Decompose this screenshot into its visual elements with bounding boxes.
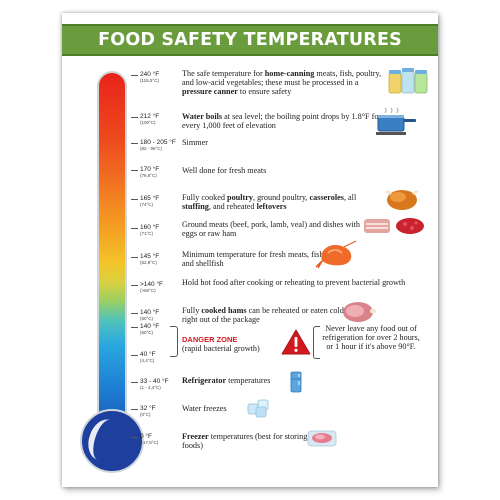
poster-title: FOOD SAFETY TEMPERATURES (98, 30, 402, 50)
description-text: Refrigerator (182, 376, 227, 385)
ham-icon (343, 302, 376, 322)
title-banner: FOOD SAFETY TEMPERATURES (62, 24, 438, 56)
description-text: , and reheated (208, 201, 257, 211)
danger-zone-title: DANGER ZONE (182, 335, 238, 344)
ice-cubes-icon (247, 399, 269, 418)
description-text: Hold hot food after cooking or reheating… (182, 278, 406, 287)
description-text: leftovers (256, 201, 287, 211)
thermometer-bulb (80, 409, 144, 473)
canning-jars-icon (388, 68, 428, 94)
thermometer-tube (97, 71, 127, 443)
ground-meat-icon (364, 218, 424, 234)
row-description: Fully cooked hams can be reheated or eat… (182, 306, 357, 325)
description-text: Simmer (182, 138, 208, 147)
row-description: Hold hot food after cooking or reheating… (182, 278, 407, 288)
description-text: Fully (182, 306, 202, 315)
temp-label: 33 - 40 °F (1 - 4,4°C) (140, 378, 169, 390)
temp-label: 180 - 205 °F (82 - 96°C) (140, 139, 176, 151)
temp-label: 40 °F (4,4°C) (140, 351, 156, 363)
description-text: Minimum temperature for fresh meats, fis… (182, 250, 324, 268)
description-text: can be reheated or eaten cold, right out… (182, 306, 346, 324)
food-safety-poster: FOOD SAFETY TEMPERATURES 240 °F (115,5°C)… (62, 13, 438, 487)
tick-mark (131, 327, 138, 328)
description-text: poultry (227, 193, 253, 202)
temp-label: 140 °F (60°C) (140, 309, 160, 321)
description-text: Ground meats (beef, pork, lamb, veal) an… (182, 220, 361, 238)
shrimp-icon (315, 240, 357, 269)
danger-zone-subtitle: (rapid bacterial growth) (182, 344, 260, 353)
row-description: Water boils at sea level; the boiling po… (182, 112, 382, 131)
row-description: Refrigerator temperatures (182, 376, 382, 386)
tick-mark (131, 355, 138, 356)
description-text: meats, fish, poultry, and low-acid veget… (182, 69, 382, 87)
temp-label: 212 °F (100°C) (140, 113, 160, 125)
temp-label: 240 °F (115,5°C) (140, 71, 160, 83)
description-text: stuffing (182, 201, 209, 211)
tick-mark (131, 228, 138, 229)
temp-label: 160 °F (71°C) (140, 224, 160, 236)
description-text: , all (343, 193, 357, 202)
temp-label: 145 °F (62,8°C) (140, 253, 160, 265)
description-text: Water freezes (182, 404, 227, 413)
tick-mark (131, 143, 138, 144)
danger-zone-bracket (170, 326, 178, 357)
description-text: home-canning (264, 69, 315, 78)
description-text: The safe temperature for (182, 69, 265, 78)
tick-mark (131, 409, 138, 410)
warning-bracket (313, 326, 320, 359)
description-text: temperatures (226, 376, 271, 385)
temp-label: 165 °F (74°C) (140, 195, 160, 207)
description-text: cooked hams (201, 306, 247, 315)
tick-mark (131, 117, 138, 118)
description-text: Well done for fresh meats (182, 166, 267, 175)
row-description: Minimum temperature for fresh meats, fis… (182, 250, 332, 269)
description-text: Fully cooked (182, 193, 228, 202)
boiling-pot-icon (376, 107, 416, 135)
row-description: Well done for fresh meats (182, 166, 382, 176)
description-text: casseroles (309, 193, 344, 202)
row-description: Ground meats (beef, pork, lamb, veal) an… (182, 220, 362, 239)
warning-text: Never leave any food out of refrigeratio… (322, 324, 420, 351)
temp-label: 0 °F (-17,8°C) (140, 433, 159, 445)
description-text: Water boils (182, 112, 223, 121)
row-description: Water freezes (182, 404, 382, 414)
temp-label: 32 °F (0°C) (140, 405, 156, 417)
row-description: The safe temperature for home-canning me… (182, 69, 382, 96)
temp-label: >140 °F (>60°C) (140, 281, 164, 293)
description-text: Freezer (182, 432, 209, 441)
row-description: Fully cooked poultry, ground poultry, ca… (182, 193, 382, 212)
row-description: Freezer temperatures (best for storing f… (182, 432, 342, 451)
description-text: to ensure safety (237, 86, 292, 96)
tick-mark (131, 75, 138, 76)
temp-label: 140 °F (60°C) (140, 323, 160, 335)
description-text: , ground poultry, (252, 193, 310, 202)
description-text: pressure canner (182, 86, 238, 96)
refrigerator-icon (290, 371, 302, 393)
tick-mark (131, 170, 138, 171)
description-text: at sea level; the boiling point drops by… (182, 112, 382, 130)
warning-icon (281, 329, 311, 355)
temp-label: 170 °F (76,6°C) (140, 166, 160, 178)
roast-chicken-icon (385, 190, 419, 210)
tick-mark (131, 313, 138, 314)
description-text: temperatures (best for storing frozen fo… (182, 432, 331, 450)
tick-mark (131, 199, 138, 200)
tick-mark (131, 437, 138, 438)
row-description: Simmer (182, 138, 382, 148)
tick-mark (131, 382, 138, 383)
danger-zone-label: DANGER ZONE (rapid bacterial growth) (182, 335, 260, 353)
tick-mark (131, 285, 138, 286)
tick-mark (131, 257, 138, 258)
frozen-meat-icon (307, 430, 337, 447)
